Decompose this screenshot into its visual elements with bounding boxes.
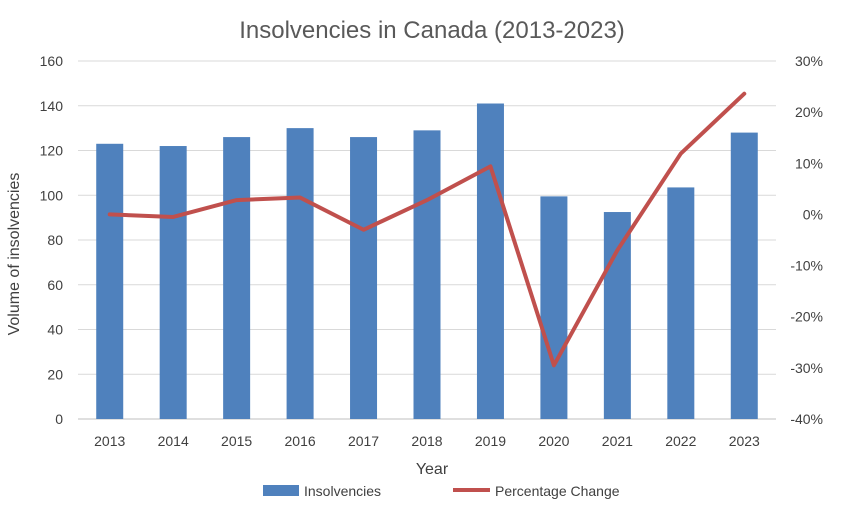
bar [286,128,314,419]
y-tick-label: 0 [55,411,63,427]
bar [730,132,758,419]
y2-tick-label: 10% [795,155,823,171]
y-tick-label: 140 [40,98,64,114]
bar [667,187,695,419]
line-series [107,91,747,368]
y-tick-label: 100 [40,187,64,203]
legend-label-percentage-change: Percentage Change [495,483,620,499]
x-tick-label: 2019 [475,433,506,449]
percentage-change-line [107,91,747,368]
x-tick-label: 2020 [538,433,569,449]
bar [159,146,187,419]
y-tick-label: 20 [47,366,63,382]
bar [223,137,251,419]
bar [413,130,441,420]
x-tick-label: 2017 [348,433,379,449]
y-tick-label: 80 [47,232,63,248]
y-tick-label: 40 [47,322,63,338]
x-tick-label: 2023 [729,433,760,449]
y2-tick-label: -40% [790,411,823,427]
x-axis-ticks: 2013 2014 2015 2016 2017 2018 2019 2020 2021 2022… [94,433,760,449]
x-axis-label: Year [416,461,449,478]
bar [476,103,504,419]
x-tick-label: 2014 [158,433,189,449]
right-axis-ticks: -40% -30% -20% -10% 0% 10% 20% 30% [790,53,823,427]
y2-tick-label: 0% [803,206,823,222]
x-tick-label: 2021 [602,433,633,449]
bar [96,143,124,419]
x-tick-label: 2016 [285,433,316,449]
y2-tick-label: -30% [790,360,823,376]
bar [603,212,631,419]
x-tick-label: 2022 [665,433,696,449]
y2-tick-label: 20% [795,104,823,120]
y2-tick-label: -10% [790,258,823,274]
legend-swatch-insolvencies [263,485,299,496]
y-tick-label: 160 [40,53,64,69]
legend: Insolvencies Percentage Change [263,483,620,499]
chart-title: Insolvencies in Canada (2013-2023) [239,17,625,44]
bar-series [96,103,758,420]
x-tick-label: 2015 [221,433,252,449]
y-axis-label: Volume of insolvencies [6,173,23,336]
left-axis-ticks: 0 20 40 60 80 100 120 140 160 [40,53,64,427]
y2-tick-label: 30% [795,53,823,69]
bar [540,196,568,419]
x-tick-label: 2018 [411,433,442,449]
y2-tick-label: -20% [790,309,823,325]
legend-label-insolvencies: Insolvencies [304,483,381,499]
y-tick-label: 60 [47,277,63,293]
y-tick-label: 120 [40,143,64,159]
x-tick-label: 2013 [94,433,125,449]
bar [350,137,378,419]
